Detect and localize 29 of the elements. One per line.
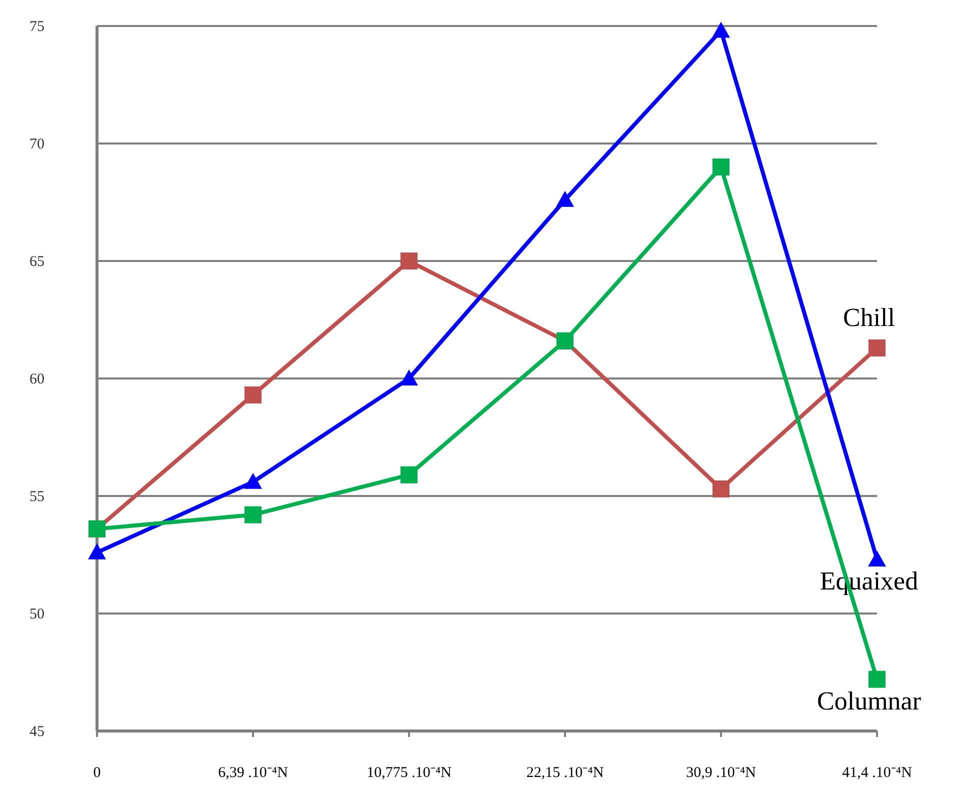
- x-tick-label: 10,775 .10⁻⁴N: [366, 765, 452, 781]
- x-tick-label: 41,4 .10⁻⁴N: [842, 765, 912, 781]
- point: [400, 370, 418, 386]
- point: [868, 670, 886, 688]
- y-tick-label: 60: [30, 372, 44, 388]
- y-tick-label: 45: [30, 724, 44, 740]
- y-tick-label: 65: [30, 254, 44, 270]
- x-tick-label: 30,9 .10⁻⁴N: [686, 765, 756, 781]
- point: [88, 543, 106, 560]
- point: [868, 339, 886, 356]
- point: [400, 466, 418, 484]
- series-label: Columnar: [817, 686, 922, 716]
- point: [712, 480, 730, 498]
- point: [712, 22, 730, 38]
- point: [244, 472, 262, 489]
- x-tick-label: 22,15 .10⁻⁴N: [526, 765, 604, 781]
- point: [400, 252, 418, 270]
- series-label: Chill: [842, 302, 896, 332]
- y-tick-label: 70: [30, 136, 44, 152]
- point: [244, 386, 262, 404]
- y-tick-label: 50: [30, 606, 44, 622]
- point: [244, 506, 262, 524]
- point: [868, 550, 886, 566]
- point: [712, 158, 730, 176]
- y-tick-label: 75: [30, 19, 44, 35]
- point: [556, 190, 574, 207]
- y-tick-label: 55: [30, 489, 44, 505]
- x-tick-label: 6,39 .10⁻⁴N: [218, 765, 288, 781]
- x-tick-label: 0: [93, 765, 101, 781]
